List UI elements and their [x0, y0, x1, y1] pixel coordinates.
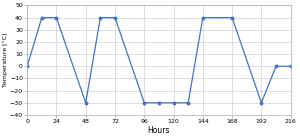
X-axis label: Hours: Hours [148, 126, 170, 135]
Y-axis label: Temperature [°C]: Temperature [°C] [4, 33, 8, 87]
